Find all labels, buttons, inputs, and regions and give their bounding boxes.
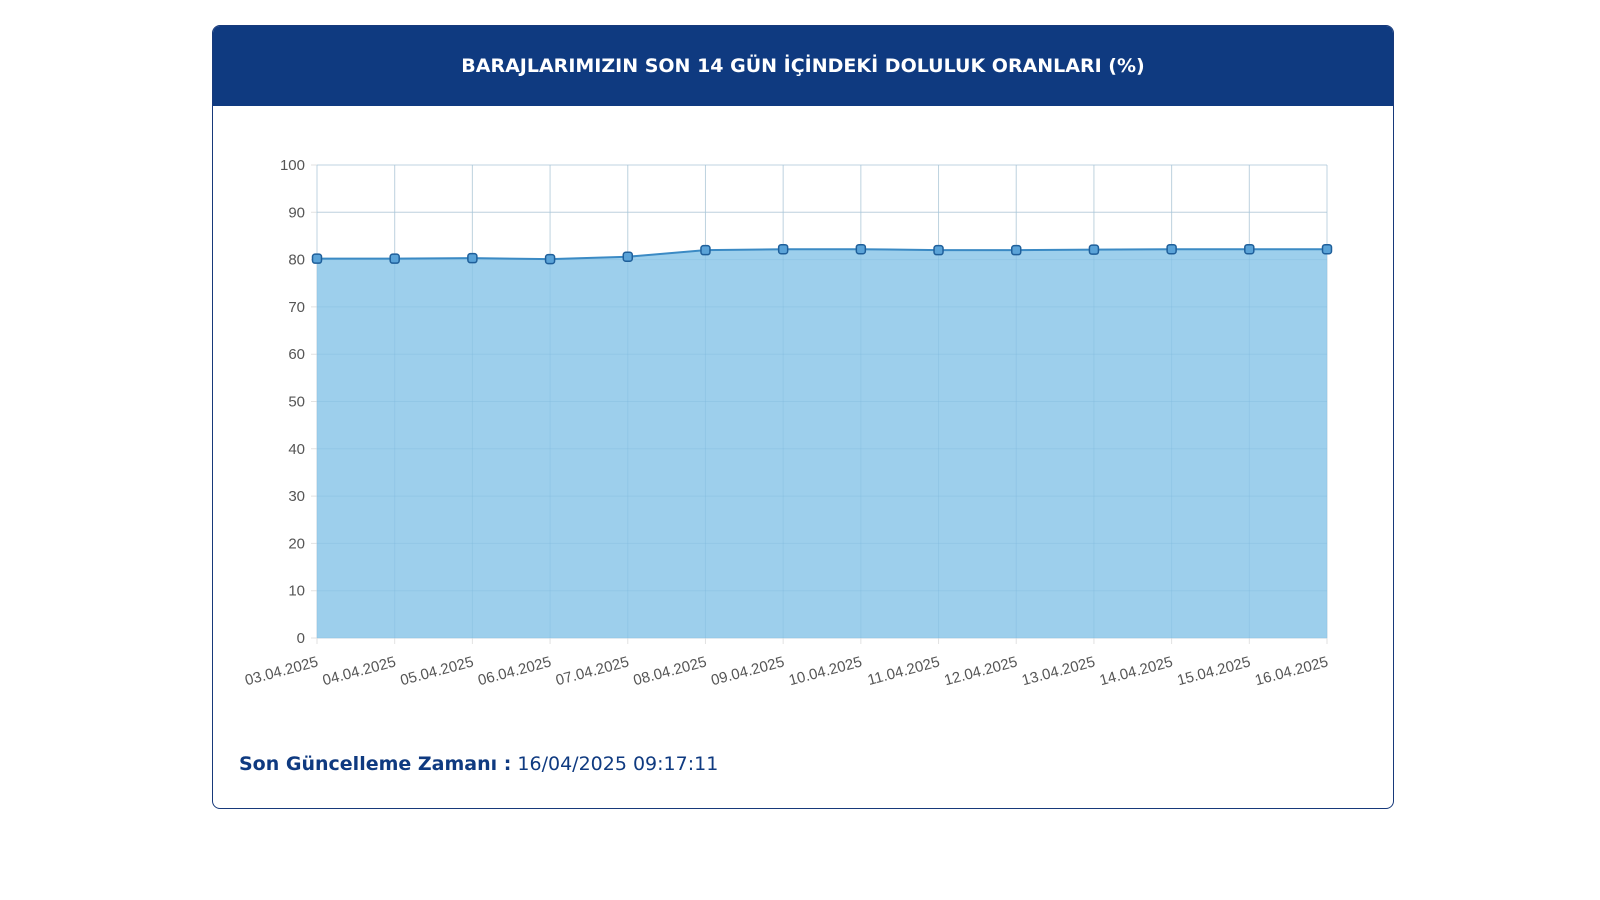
y-tick-label: 50 xyxy=(288,394,305,411)
x-tick-label: 06.04.2025 xyxy=(476,653,553,689)
data-point xyxy=(544,253,556,265)
data-point xyxy=(1010,244,1022,256)
y-tick-label: 80 xyxy=(288,252,305,269)
y-tick-label: 100 xyxy=(280,157,305,174)
data-point xyxy=(1244,243,1255,255)
data-point xyxy=(622,251,634,263)
series-line xyxy=(317,248,1327,261)
y-tick-label: 10 xyxy=(288,583,305,600)
x-tick-label: 05.04.2025 xyxy=(399,653,476,689)
card-header: BARAJLARIMIZIN SON 14 GÜN İÇİNDEKİ DOLUL… xyxy=(213,26,1393,106)
x-tick-label: 09.04.2025 xyxy=(709,653,786,689)
x-tick-label: 10.04.2025 xyxy=(787,653,864,689)
x-tick-label: 04.04.2025 xyxy=(321,653,398,689)
x-tick-label: 16.04.2025 xyxy=(1253,653,1330,689)
data-point xyxy=(467,252,478,264)
y-tick-label: 40 xyxy=(288,441,305,458)
series-area xyxy=(317,249,1327,638)
x-tick-label: 07.04.2025 xyxy=(554,653,631,689)
occupancy-area-chart: 0 10 20 30 40 50 60 70 80 90 100 03.04.2025 04.04.20… xyxy=(243,157,1333,689)
last-update: Son Güncelleme Zamanı : 16/04/2025 09:17… xyxy=(239,753,718,775)
x-tick-label: 12.04.2025 xyxy=(942,653,1019,689)
y-tick-label: 60 xyxy=(288,346,305,363)
data-point xyxy=(855,243,867,255)
last-update-value: 16/04/2025 09:17:11 xyxy=(517,753,719,775)
y-tick-label: 90 xyxy=(288,204,305,221)
x-tick-label: 08.04.2025 xyxy=(632,653,709,689)
last-update-label: Son Güncelleme Zamanı : xyxy=(239,753,512,775)
data-point xyxy=(1321,243,1333,255)
y-tick-label: 0 xyxy=(297,630,305,647)
x-tick-label: 15.04.2025 xyxy=(1175,653,1252,689)
data-point xyxy=(777,243,789,255)
y-tick-label: 70 xyxy=(288,299,305,316)
data-point xyxy=(933,244,944,256)
x-tick-label: 11.04.2025 xyxy=(866,653,942,689)
dam-occupancy-card: BARAJLARIMIZIN SON 14 GÜN İÇİNDEKİ DOLUL… xyxy=(212,25,1394,809)
x-tick-label: 14.04.2025 xyxy=(1098,653,1175,689)
data-point xyxy=(1166,243,1177,255)
y-tick-label: 20 xyxy=(288,535,305,552)
data-point xyxy=(389,253,400,264)
x-tick-label: 13.04.2025 xyxy=(1020,653,1097,689)
y-tick-label: 30 xyxy=(288,488,305,505)
chart-title: BARAJLARIMIZIN SON 14 GÜN İÇİNDEKİ DOLUL… xyxy=(461,55,1145,77)
x-tick-label: 03.04.2025 xyxy=(243,653,320,689)
data-point xyxy=(700,244,711,256)
data-point xyxy=(1088,244,1100,255)
data-point xyxy=(311,253,323,264)
